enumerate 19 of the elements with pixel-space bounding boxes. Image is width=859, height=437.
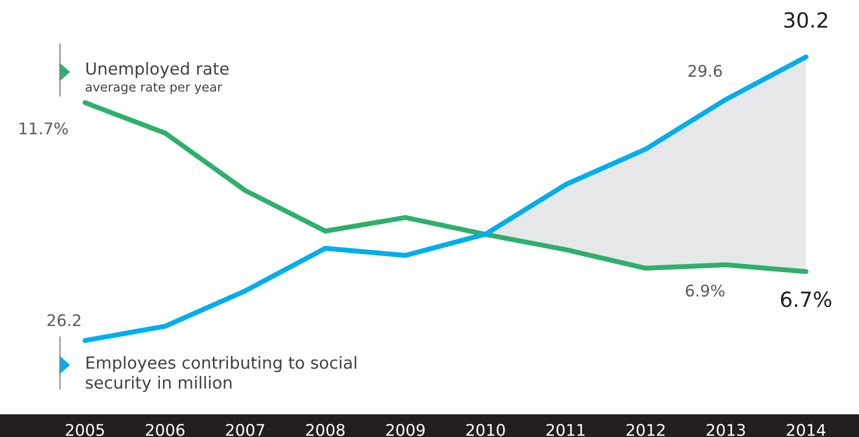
x-tick-label: 2011: [546, 424, 585, 436]
x-tick-label: 2008: [306, 424, 345, 436]
text: average rate per year: [86, 82, 222, 94]
data-label: 11.7%: [20, 122, 68, 134]
data-label: 6.7%: [780, 291, 832, 308]
data-label: 30.2: [784, 12, 828, 28]
x-tick-label: 2012: [626, 424, 664, 436]
x-tick-label: 2014: [786, 424, 826, 436]
x-tick-label: 2006: [146, 424, 184, 436]
legend-label: Employees contributing to social security in million: [86, 356, 356, 392]
x-tick-label: 2010: [466, 424, 505, 436]
data-label: 26.2: [48, 314, 80, 326]
data-label: 29.6: [688, 64, 722, 77]
legend-label: Unemployed rate: [86, 62, 229, 78]
x-tick-label: 2013: [706, 424, 745, 436]
data-label: 6.9%: [686, 284, 724, 297]
x-tick-label: 2007: [226, 424, 264, 436]
x-tick-label: 2009: [386, 424, 425, 436]
x-tick-label: 2005: [66, 424, 104, 436]
